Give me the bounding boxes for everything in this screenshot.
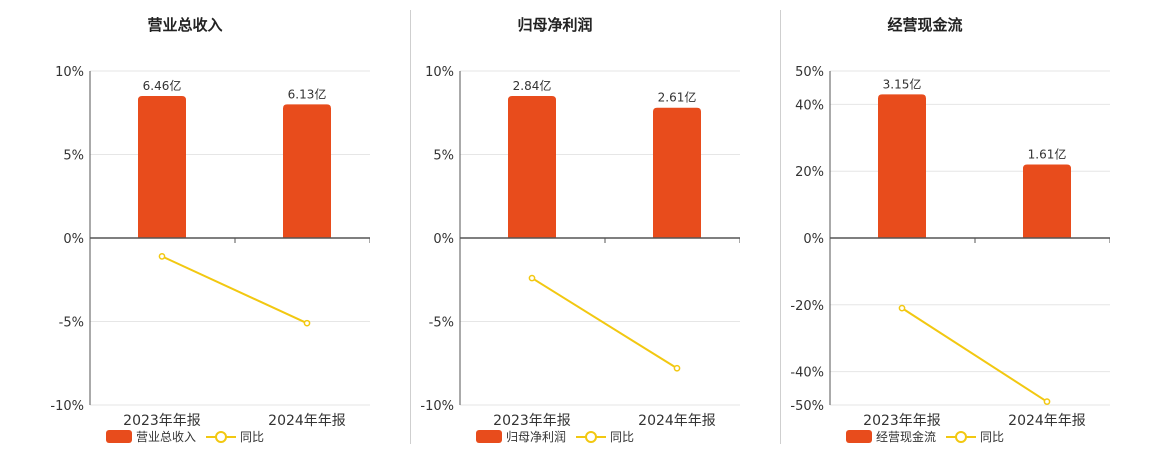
yoy-line (161, 255, 308, 325)
y-tick-label: -20% (790, 299, 824, 314)
bar-value-label: 2.61亿 (658, 90, 697, 105)
yoy-point (528, 274, 536, 282)
y-tick-label: 10% (425, 65, 454, 80)
y-tick-label: 0% (433, 232, 454, 247)
chart-title: 经营现金流 (887, 16, 963, 34)
bar (508, 96, 556, 238)
panel-divider (410, 10, 411, 444)
y-tick-label: 0% (63, 232, 84, 247)
chart-title: 营业总收入 (147, 16, 223, 34)
chart-legend: 营业总收入 同比 (0, 428, 370, 445)
legend-bar-label[interactable]: 经营现金流 (875, 430, 936, 444)
bar (878, 94, 926, 238)
cash-flow-panel: 经营现金流 50% 40% 20% 0% -20% -40% -50% 3.15亿 1.61亿 2… (740, 0, 1110, 450)
bar (1023, 164, 1071, 238)
yoy-point (303, 319, 311, 327)
legend-line-label[interactable]: 同比 (610, 430, 635, 444)
x-category-label: 2024年年报 (268, 413, 346, 429)
chart-legend: 经营现金流 同比 (740, 428, 1110, 445)
y-tick-label: 10% (55, 65, 84, 80)
chart-title: 归母净利润 (517, 16, 593, 34)
y-tick-label: 0% (803, 232, 824, 247)
legend-line-swatch[interactable] (946, 430, 976, 444)
bar-value-label: 6.13亿 (288, 86, 327, 101)
legend-bar-swatch[interactable] (845, 430, 872, 443)
y-tick-label: 5% (63, 149, 84, 164)
bar-value-label: 1.61亿 (1028, 147, 1067, 162)
panel-divider (780, 10, 781, 444)
y-tick-label: -50% (790, 399, 824, 414)
bar-value-label: 6.46亿 (143, 78, 182, 93)
x-category-label: 2023年年报 (123, 413, 201, 429)
y-tick-label: -5% (429, 316, 454, 331)
y-tick-label: -10% (50, 399, 84, 414)
yoy-point (673, 364, 681, 372)
bar (653, 107, 701, 239)
bar (283, 104, 331, 239)
legend-line-swatch[interactable] (576, 430, 606, 444)
legend-bar-swatch[interactable] (475, 430, 502, 443)
x-category-label: 2024年年报 (638, 413, 716, 429)
yoy-point (898, 304, 906, 312)
y-tick-label: 40% (795, 98, 824, 113)
legend-line-swatch[interactable] (206, 430, 236, 444)
y-tick-label: -5% (59, 316, 84, 331)
yoy-point (1043, 398, 1051, 406)
bar-value-label: 3.15亿 (883, 76, 922, 91)
legend-bar-label[interactable]: 营业总收入 (135, 430, 196, 444)
x-category-label: 2023年年报 (493, 413, 571, 429)
y-tick-label: 5% (433, 149, 454, 164)
yoy-line (901, 307, 1048, 403)
cash-flow-chart: 50% 40% 20% 0% -20% -40% -50% 3.15亿 1.61亿 2023年年报… (790, 65, 1110, 429)
revenue-panel: 营业总收入 10% 5% 0% -5% -10% 6.46亿 6.13亿 2023年年报 202… (0, 0, 370, 450)
y-tick-label: -10% (420, 399, 454, 414)
x-category-label: 2023年年报 (863, 413, 941, 429)
yoy-line (531, 277, 678, 370)
y-tick-label: 20% (795, 165, 824, 180)
revenue-chart: 10% 5% 0% -5% -10% 6.46亿 6.13亿 2023年年报 2024年年报 (50, 65, 370, 429)
legend-bar-label[interactable]: 归母净利润 (505, 430, 566, 444)
legend-line-label[interactable]: 同比 (980, 430, 1005, 444)
legend-bar-swatch[interactable] (105, 430, 132, 443)
net-profit-panel: 归母净利润 10% 5% 0% -5% -10% 2.84亿 2.61亿 2023年年报 202… (370, 0, 740, 450)
yoy-point (158, 253, 166, 260)
bar-value-label: 2.84亿 (513, 78, 552, 93)
y-tick-label: -40% (790, 366, 824, 381)
bar (138, 96, 186, 238)
y-tick-label: 50% (795, 65, 824, 80)
net-profit-chart: 10% 5% 0% -5% -10% 2.84亿 2.61亿 2023年年报 2024年年报 (420, 65, 740, 429)
chart-legend: 归母净利润 同比 (370, 428, 740, 445)
x-category-label: 2024年年报 (1008, 413, 1086, 429)
legend-line-label[interactable]: 同比 (240, 430, 265, 444)
